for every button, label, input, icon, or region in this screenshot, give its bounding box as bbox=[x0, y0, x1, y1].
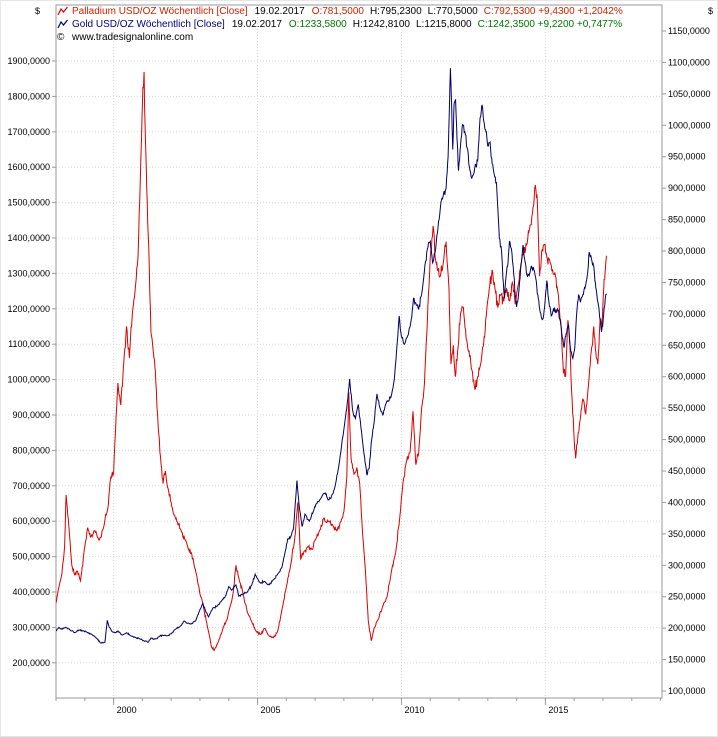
series-name: Gold USD/OZ Wöchentlich [Close] bbox=[72, 19, 225, 30]
line-series-icon bbox=[57, 6, 70, 17]
right-axis-label: 450,0000 bbox=[668, 466, 706, 476]
right-axis-label: 900,0000 bbox=[668, 183, 706, 193]
line-series-icon bbox=[57, 19, 70, 30]
right-axis-label: 800,0000 bbox=[668, 246, 706, 256]
right-axis-label: 750,0000 bbox=[668, 277, 706, 287]
copyright-row: © www.tradesignalonline.com bbox=[57, 31, 629, 44]
right-axis-label: 300,0000 bbox=[668, 560, 706, 570]
right-axis-label: 1000,0000 bbox=[668, 120, 711, 130]
left-axis-label: 800,0000 bbox=[12, 445, 50, 455]
gridlines bbox=[56, 5, 662, 698]
open-value: O:781,5000 bbox=[311, 6, 364, 17]
chart-legend: Palladium USD/OZ Wöchentlich [Close] 19.… bbox=[57, 5, 629, 44]
low-value: L:770,5000 bbox=[427, 6, 478, 17]
left-axis-label: 1800,0000 bbox=[7, 91, 50, 101]
low-value: L:1215,8000 bbox=[416, 19, 472, 30]
left-axis-label: 1700,0000 bbox=[7, 127, 50, 137]
series-line-gold bbox=[56, 68, 607, 644]
right-axis-unit: $ bbox=[708, 6, 713, 16]
axis-labels: 1900,0000 1800,0000 1700,0000 1600,0000 1500… bbox=[7, 6, 713, 715]
legend-row-palladium[interactable]: Palladium USD/OZ Wöchentlich [Close] 19.… bbox=[57, 5, 629, 18]
right-axis-label: 150,0000 bbox=[668, 655, 706, 665]
left-axis-label: 900,0000 bbox=[12, 410, 50, 420]
right-axis-label: 650,0000 bbox=[668, 340, 706, 350]
left-axis-label: 1400,0000 bbox=[7, 233, 50, 243]
copyright-text: www.tradesignalonline.com bbox=[72, 32, 194, 43]
x-axis-year-label: 2005 bbox=[261, 705, 281, 715]
right-axis-label: 500,0000 bbox=[668, 435, 706, 445]
left-axis-label: 1900,0000 bbox=[7, 56, 50, 66]
quote-date: 19.02.2017 bbox=[254, 6, 305, 17]
right-axis-label: 250,0000 bbox=[668, 592, 706, 602]
right-axis-label: 350,0000 bbox=[668, 529, 706, 539]
close-value: C:1242,3500 +9,2200 +0,7477% bbox=[477, 19, 623, 30]
legend-row-gold[interactable]: Gold USD/OZ Wöchentlich [Close] 19.02.20… bbox=[57, 18, 629, 31]
left-axis-label: 1200,0000 bbox=[7, 304, 50, 314]
right-axis-label: 1150,0000 bbox=[668, 26, 710, 36]
plot-border bbox=[55, 4, 663, 699]
left-axis-label: 500,0000 bbox=[12, 552, 50, 562]
x-axis-year-label: 2010 bbox=[404, 705, 424, 715]
left-axis-label: 400,0000 bbox=[12, 587, 50, 597]
series-line-palladium bbox=[56, 71, 607, 652]
high-value: H:1242,8100 bbox=[352, 19, 410, 30]
copyright-icon: © bbox=[57, 32, 65, 43]
right-axis-label: 550,0000 bbox=[668, 403, 706, 413]
right-axis-label: 400,0000 bbox=[668, 497, 706, 507]
left-axis-label: 1600,0000 bbox=[7, 162, 50, 172]
right-axis-label: 100,0000 bbox=[668, 686, 706, 696]
left-axis-unit: $ bbox=[35, 6, 40, 16]
right-axis-label: 600,0000 bbox=[668, 372, 706, 382]
left-axis-label: 300,0000 bbox=[12, 622, 50, 632]
left-axis-label: 1000,0000 bbox=[7, 375, 50, 385]
left-axis-label: 1100,0000 bbox=[8, 339, 50, 349]
close-value: C:792,5300 +9,4300 +1,2042% bbox=[483, 6, 623, 17]
x-axis-year-label: 2015 bbox=[548, 705, 568, 715]
right-axis-label: 1050,0000 bbox=[668, 89, 711, 99]
right-axis-label: 1100,0000 bbox=[668, 57, 710, 67]
left-axis-label: 1300,0000 bbox=[7, 268, 50, 278]
right-axis-label: 850,0000 bbox=[668, 215, 706, 225]
left-axis-label: 600,0000 bbox=[12, 516, 50, 526]
open-value: O:1233,5800 bbox=[288, 19, 347, 30]
left-axis-label: 200,0000 bbox=[12, 658, 50, 668]
quote-date: 19.02.2017 bbox=[231, 19, 282, 30]
right-axis-label: 700,0000 bbox=[668, 309, 706, 319]
right-axis-label: 200,0000 bbox=[668, 623, 706, 633]
high-value: H:795,2300 bbox=[369, 6, 422, 17]
right-axis-label: 950,0000 bbox=[668, 152, 706, 162]
x-axis-year-label: 2000 bbox=[117, 705, 137, 715]
left-axis-label: 700,0000 bbox=[12, 481, 50, 491]
left-axis-label: 1500,0000 bbox=[7, 198, 50, 208]
series-name: Palladium USD/OZ Wöchentlich [Close] bbox=[72, 6, 248, 17]
